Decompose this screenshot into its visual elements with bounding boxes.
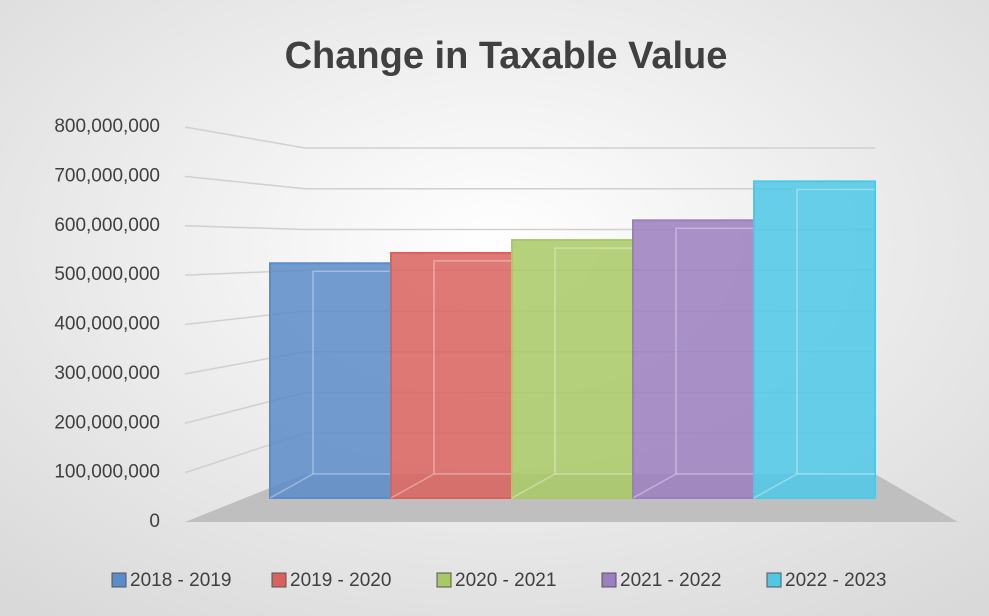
legend-label: 2022 - 2023 xyxy=(785,570,886,591)
grid-line xyxy=(184,126,875,149)
legend-swatch xyxy=(271,572,287,588)
chart-title: Change in Taxable Value xyxy=(285,35,728,77)
bar-part xyxy=(632,473,677,499)
bar-part xyxy=(753,180,876,499)
bar-part xyxy=(675,227,754,474)
y-tick-label: 700,000,000 xyxy=(54,165,160,186)
bar xyxy=(390,251,513,499)
y-tick-label: 200,000,000 xyxy=(54,412,160,433)
bar-part xyxy=(511,239,634,499)
legend-label: 2020 - 2021 xyxy=(455,570,556,591)
bar-part xyxy=(433,260,512,474)
legend-label: 2019 - 2020 xyxy=(290,570,391,591)
bar xyxy=(511,239,634,499)
bar-part xyxy=(753,473,798,499)
bar-part xyxy=(796,188,875,474)
bar-part xyxy=(312,270,391,474)
legend-label: 2021 - 2022 xyxy=(620,570,721,591)
grid-line xyxy=(184,175,875,190)
y-tick-label: 800,000,000 xyxy=(54,116,160,137)
bar-part xyxy=(390,251,513,499)
y-tick-label: 300,000,000 xyxy=(54,363,160,384)
bar xyxy=(269,262,392,499)
bar xyxy=(753,180,876,499)
bar-part xyxy=(390,473,435,499)
y-tick-label: 0 xyxy=(149,511,160,532)
bar-part xyxy=(511,473,556,499)
y-tick-label: 600,000,000 xyxy=(54,215,160,236)
legend-swatch xyxy=(111,572,127,588)
y-tick-label: 500,000,000 xyxy=(54,264,160,285)
legend-swatch xyxy=(766,572,782,588)
bar-part xyxy=(269,473,314,499)
bar-part xyxy=(269,262,392,499)
bar-part xyxy=(632,219,755,499)
y-tick-label: 100,000,000 xyxy=(54,462,160,483)
legend-swatch xyxy=(436,572,452,588)
bar xyxy=(632,219,755,499)
legend-swatch xyxy=(601,572,617,588)
bar-part xyxy=(554,247,633,474)
y-tick-label: 400,000,000 xyxy=(54,314,160,335)
legend-label: 2018 - 2019 xyxy=(130,570,231,591)
